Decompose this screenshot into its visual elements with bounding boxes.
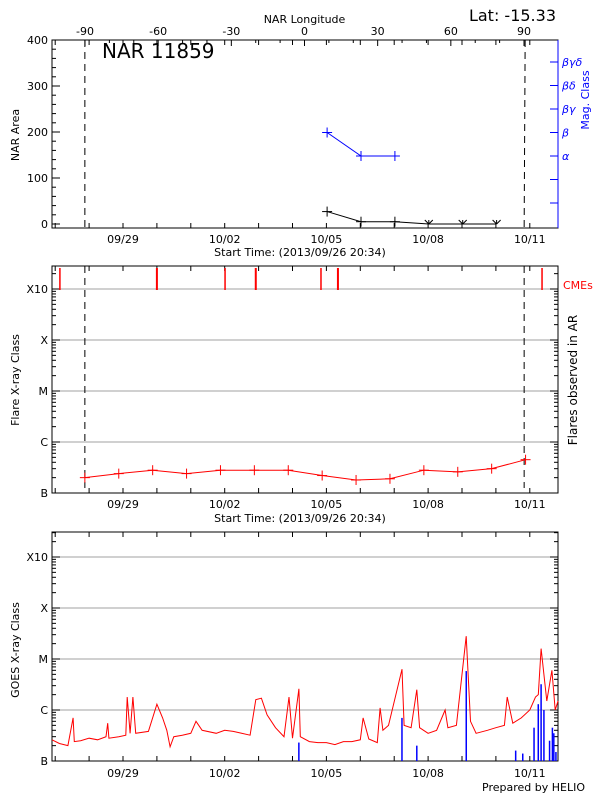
mag-class-label: β	[561, 127, 569, 140]
y-tick-label: 200	[27, 126, 48, 139]
date-tick-label: 10/02	[209, 498, 241, 511]
longitude-tick-label: -90	[76, 25, 94, 38]
date-tick-label: 10/11	[514, 767, 546, 780]
nar-area-line	[326, 211, 497, 225]
y-tick-label: X10	[26, 283, 48, 296]
limb-dashed-line	[523, 39, 526, 229]
y-axis-title: Flare X-ray Class	[9, 334, 22, 426]
top-axis-title: NAR Longitude	[264, 13, 346, 26]
longitude-tick-label: 30	[371, 25, 385, 38]
date-tick-label: 10/11	[514, 233, 546, 246]
y-axis-title: GOES X-ray Class	[9, 602, 22, 698]
mag-class-label: α	[562, 150, 570, 163]
nar-area-marker	[424, 219, 430, 225]
date-tick-label: 10/05	[311, 498, 343, 511]
cme-label: CMEs	[563, 279, 593, 292]
x-axis-title: Start Time: (2013/09/26 20:34)	[214, 246, 386, 259]
y-tick-label: X	[40, 334, 48, 347]
goes-long-channel-line	[51, 636, 559, 749]
nar-area-marker	[462, 219, 468, 225]
y-tick-label: 0	[41, 218, 48, 231]
y-tick-label: M	[39, 385, 49, 398]
date-tick-label: 10/08	[412, 498, 444, 511]
nar-area-marker	[458, 219, 464, 225]
longitude-tick-label: 90	[517, 25, 531, 38]
y-tick-label: C	[40, 436, 48, 449]
date-tick-label: 10/11	[514, 498, 546, 511]
longitude-tick-label: 0	[301, 25, 308, 38]
y-tick-label: X10	[26, 551, 48, 564]
mag-class-label: βδ	[561, 80, 576, 93]
mag-class-label: βγδ	[561, 56, 583, 69]
y-tick-label: 100	[27, 172, 48, 185]
date-tick-label: 09/29	[107, 233, 139, 246]
y2-axis-title: Flares observed in AR	[566, 315, 580, 445]
x-axis-title: Start Time: (2013/09/26 20:34)	[214, 512, 386, 525]
mag-class-axis-title: Mag. Class	[579, 70, 592, 129]
date-tick-label: 09/29	[107, 767, 139, 780]
goes-xray-panel: B C M X X10 09/29 10/02 10/05 10/08 10/11 GOES X-r…	[9, 531, 559, 780]
y-axis-title: NAR Area	[9, 109, 22, 161]
date-tick-label: 10/08	[412, 233, 444, 246]
flare-class-panel: B C M X X10 09/29 10/02 10/05 10/08 10/11 Start Ti…	[9, 265, 593, 525]
nar-area-marker	[496, 219, 501, 225]
plot-frame	[51, 531, 559, 762]
plot-frame	[51, 265, 559, 494]
y-tick-label: 400	[27, 34, 48, 47]
plot-frame	[51, 39, 559, 229]
date-tick-label: 10/02	[209, 233, 241, 246]
prepared-by-label: Prepared by HELIO	[482, 781, 585, 794]
y-tick-label: X	[40, 602, 48, 615]
y-tick-label: M	[39, 653, 49, 666]
flare-class-line	[84, 459, 526, 481]
longitude-tick-label: 60	[444, 25, 458, 38]
nar-area-marker	[428, 219, 434, 225]
mag-class-label: βγ	[561, 103, 576, 116]
date-tick-label: 10/05	[311, 767, 343, 780]
date-tick-label: 10/05	[311, 233, 343, 246]
y-tick-label: C	[40, 704, 48, 717]
date-tick-label: 10/08	[412, 767, 444, 780]
latitude-label: Lat: -15.33	[469, 6, 556, 25]
y-tick-label: 300	[27, 80, 48, 93]
longitude-tick-label: -60	[149, 25, 167, 38]
longitude-tick-label: -30	[222, 25, 240, 38]
nar-area-marker	[492, 219, 497, 225]
date-tick-label: 09/29	[107, 498, 139, 511]
y-tick-label: B	[40, 755, 48, 768]
date-tick-label: 10/02	[209, 767, 241, 780]
y-tick-label: B	[40, 487, 48, 500]
